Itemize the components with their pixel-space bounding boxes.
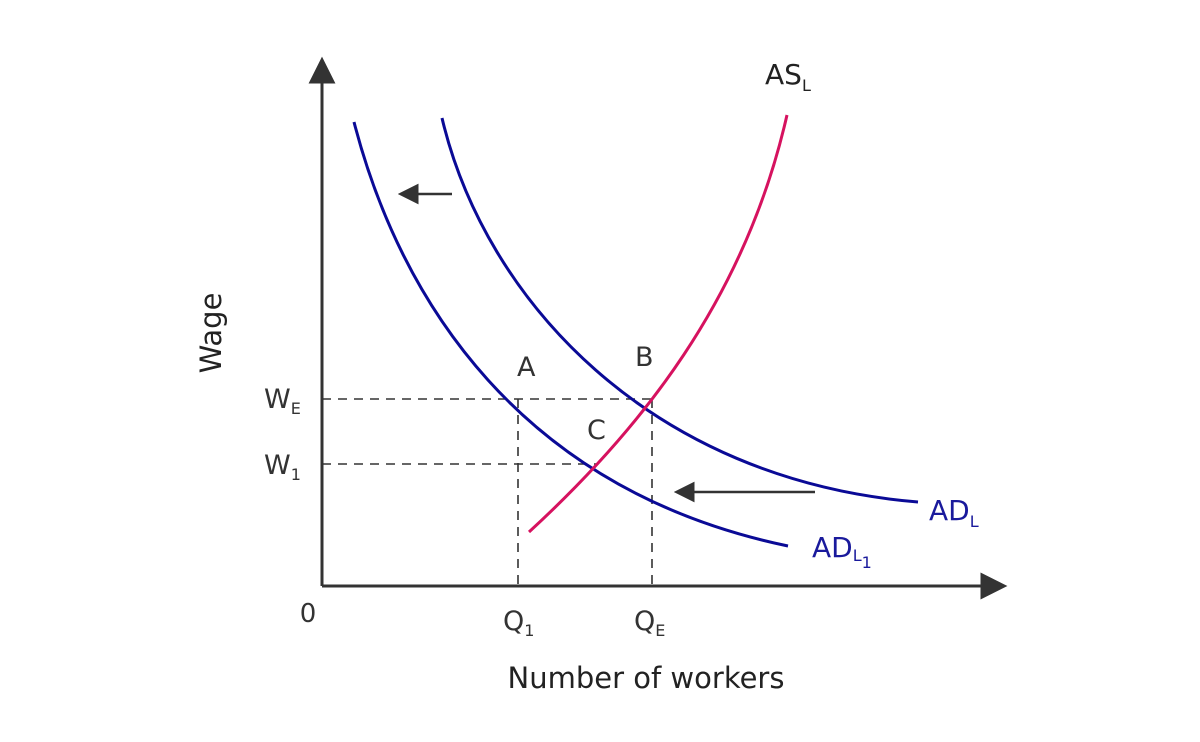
y-axis-label: Wage bbox=[194, 293, 228, 374]
point-label-c: C bbox=[587, 415, 606, 446]
point-label-a: A bbox=[517, 352, 536, 383]
tick-label-q1: Q1 bbox=[503, 606, 534, 640]
point-label-b: B bbox=[635, 342, 654, 373]
curve-label-adl: ADL bbox=[929, 494, 979, 531]
curve-label-asl: ASL bbox=[765, 58, 811, 95]
supply-curve-asl bbox=[527, 114, 789, 534]
origin-label: 0 bbox=[300, 599, 317, 629]
curve-label-adl1: ADL1 bbox=[812, 531, 872, 572]
tick-label-w1: W1 bbox=[264, 450, 301, 484]
tick-label-qe: QE bbox=[634, 606, 665, 640]
demand-curve-adl bbox=[440, 117, 919, 504]
x-axis-label: Number of workers bbox=[508, 661, 785, 695]
tick-label-we: WE bbox=[264, 384, 301, 418]
demand-curve-adl1 bbox=[352, 121, 789, 548]
